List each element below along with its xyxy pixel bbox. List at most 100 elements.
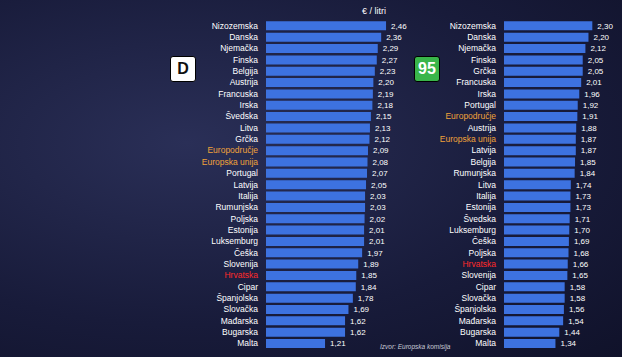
svg-text:Estonija: Estonija xyxy=(466,202,497,212)
svg-text:2,20: 2,20 xyxy=(378,78,394,87)
svg-text:1,69: 1,69 xyxy=(353,305,369,314)
svg-text:Latvija: Latvija xyxy=(471,145,496,155)
svg-text:2,12: 2,12 xyxy=(590,44,606,53)
svg-text:1,68: 1,68 xyxy=(574,249,590,258)
svg-text:1,84: 1,84 xyxy=(361,283,377,292)
svg-text:1,62: 1,62 xyxy=(350,328,366,337)
svg-text:1,73: 1,73 xyxy=(575,203,591,212)
svg-text:Španjolska: Španjolska xyxy=(454,304,496,314)
svg-text:Grčka: Grčka xyxy=(473,66,496,76)
svg-text:Portugal: Portugal xyxy=(464,100,496,110)
svg-text:1,34: 1,34 xyxy=(560,339,576,348)
svg-text:Malta: Malta xyxy=(237,338,258,348)
svg-text:Irska: Irska xyxy=(240,100,259,110)
svg-text:Njemačka: Njemačka xyxy=(458,43,496,53)
svg-text:1,87: 1,87 xyxy=(581,146,597,155)
svg-text:2,36: 2,36 xyxy=(386,33,402,42)
svg-text:1,92: 1,92 xyxy=(583,101,599,110)
svg-text:2,13: 2,13 xyxy=(375,124,391,133)
svg-text:Belgija: Belgija xyxy=(232,66,258,76)
svg-text:Poljska: Poljska xyxy=(231,214,259,224)
svg-text:Danska: Danska xyxy=(467,32,496,42)
svg-text:1,65: 1,65 xyxy=(572,271,588,280)
svg-text:2,29: 2,29 xyxy=(383,44,399,53)
svg-text:Slovenija: Slovenija xyxy=(462,270,497,280)
svg-text:2,01: 2,01 xyxy=(586,78,602,87)
svg-text:Italija: Italija xyxy=(238,191,258,201)
svg-text:Irska: Irska xyxy=(478,89,497,99)
svg-text:1,85: 1,85 xyxy=(580,158,596,167)
svg-text:2,02: 2,02 xyxy=(370,215,386,224)
svg-text:2,09: 2,09 xyxy=(373,146,389,155)
svg-text:1,84: 1,84 xyxy=(580,169,596,178)
svg-text:2,03: 2,03 xyxy=(370,192,386,201)
svg-text:1,21: 1,21 xyxy=(330,339,346,348)
svg-text:Europska unija: Europska unija xyxy=(202,157,259,167)
svg-text:1,58: 1,58 xyxy=(570,294,586,303)
svg-text:Italija: Italija xyxy=(476,191,496,201)
svg-text:Slovačka: Slovačka xyxy=(462,293,497,303)
svg-text:Malta: Malta xyxy=(475,338,496,348)
svg-text:2,07: 2,07 xyxy=(372,169,388,178)
svg-text:Finska: Finska xyxy=(471,55,496,65)
svg-text:Danska: Danska xyxy=(229,32,258,42)
svg-text:2,08: 2,08 xyxy=(373,158,389,167)
svg-text:Litva: Litva xyxy=(240,123,258,133)
svg-text:Europodručje: Europodručje xyxy=(445,111,496,121)
svg-text:2,18: 2,18 xyxy=(377,101,393,110)
svg-text:1,97: 1,97 xyxy=(367,249,383,258)
svg-text:Poljska: Poljska xyxy=(469,248,497,258)
svg-text:1,73: 1,73 xyxy=(575,192,591,201)
svg-text:Bugarska: Bugarska xyxy=(460,327,496,337)
svg-text:2,46: 2,46 xyxy=(391,22,407,31)
svg-text:Luksemburg: Luksemburg xyxy=(449,225,496,235)
svg-text:1,78: 1,78 xyxy=(358,294,374,303)
svg-text:1,69: 1,69 xyxy=(574,237,590,246)
svg-text:1,56: 1,56 xyxy=(569,305,585,314)
svg-text:1,66: 1,66 xyxy=(573,260,589,269)
svg-text:Češka: Češka xyxy=(234,248,258,258)
svg-text:Estonija: Estonija xyxy=(228,225,259,235)
svg-text:2,05: 2,05 xyxy=(588,56,604,65)
svg-text:2,30: 2,30 xyxy=(597,22,613,31)
svg-text:Mađarska: Mađarska xyxy=(459,316,497,326)
svg-text:1,88: 1,88 xyxy=(581,124,597,133)
svg-text:Finska: Finska xyxy=(233,55,258,65)
svg-text:Španjolska: Španjolska xyxy=(216,293,258,303)
svg-text:1,62: 1,62 xyxy=(350,317,366,326)
svg-text:Mađarska: Mađarska xyxy=(221,316,259,326)
svg-text:2,03: 2,03 xyxy=(370,203,386,212)
svg-text:Nizozemska: Nizozemska xyxy=(212,21,259,31)
svg-text:Rumunjska: Rumunjska xyxy=(215,202,258,212)
svg-text:Češka: Češka xyxy=(472,236,496,246)
svg-text:Austrija: Austrija xyxy=(468,123,497,133)
svg-text:2,19: 2,19 xyxy=(378,90,394,99)
svg-text:Europska unija: Europska unija xyxy=(440,134,497,144)
svg-text:Cipar: Cipar xyxy=(476,282,496,292)
svg-text:1,87: 1,87 xyxy=(581,135,597,144)
svg-text:2,01: 2,01 xyxy=(369,226,385,235)
svg-text:Nizozemska: Nizozemska xyxy=(450,21,497,31)
svg-text:Slovačka: Slovačka xyxy=(224,304,259,314)
svg-text:Grčka: Grčka xyxy=(235,134,258,144)
svg-text:Cipar: Cipar xyxy=(238,282,258,292)
svg-text:1,58: 1,58 xyxy=(570,283,586,292)
svg-text:1,89: 1,89 xyxy=(363,260,379,269)
svg-text:Latvija: Latvija xyxy=(233,180,258,190)
svg-text:1,71: 1,71 xyxy=(575,215,591,224)
svg-text:2,05: 2,05 xyxy=(371,181,387,190)
svg-text:Švedska: Švedska xyxy=(225,111,258,121)
svg-text:2,12: 2,12 xyxy=(374,135,390,144)
svg-text:1,74: 1,74 xyxy=(576,181,592,190)
svg-text:2,01: 2,01 xyxy=(369,237,385,246)
svg-text:1,54: 1,54 xyxy=(568,317,584,326)
svg-text:Rumunjska: Rumunjska xyxy=(453,168,496,178)
svg-text:Švedska: Švedska xyxy=(463,214,496,224)
svg-text:Njemačka: Njemačka xyxy=(220,43,258,53)
svg-text:1,96: 1,96 xyxy=(584,90,600,99)
svg-text:2,05: 2,05 xyxy=(588,67,604,76)
svg-text:1,85: 1,85 xyxy=(361,271,377,280)
svg-text:Belgija: Belgija xyxy=(470,157,496,167)
svg-text:Litva: Litva xyxy=(478,180,496,190)
svg-text:Francuska: Francuska xyxy=(456,77,496,87)
